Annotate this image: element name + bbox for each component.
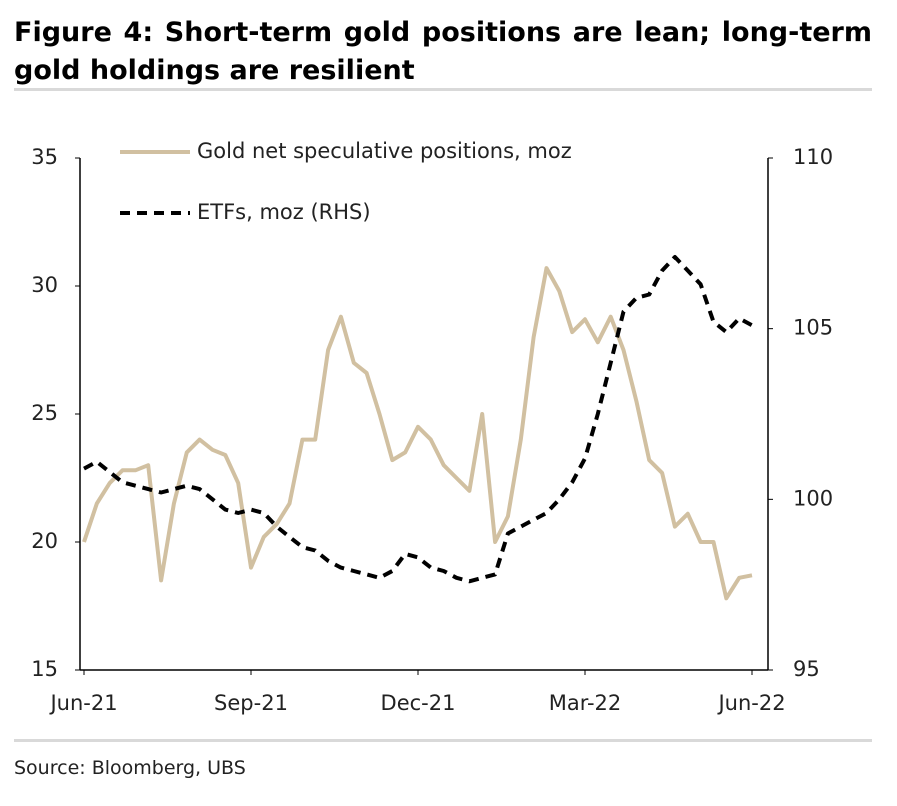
x-tick-label: Sep-21: [214, 691, 288, 715]
y-tick-label: 15: [31, 657, 58, 681]
source-note: Source: Bloomberg, UBS: [14, 757, 246, 779]
x-tick-label: Mar-22: [549, 691, 622, 715]
y-tick-label: 30: [31, 273, 58, 297]
x-tick-label: Jun-22: [716, 691, 785, 715]
y2-tick-label: 100: [793, 486, 833, 510]
legend-label: ETFs, moz (RHS): [197, 200, 371, 224]
x-tick-label: Jun-21: [48, 691, 117, 715]
y-tick-label: 25: [31, 401, 58, 425]
y2-tick-label: 110: [793, 145, 833, 169]
series-line: [82, 266, 753, 601]
y-tick-label: 35: [31, 145, 58, 169]
y2-tick-label: 95: [793, 657, 820, 681]
y-tick-label: 20: [31, 529, 58, 553]
y2-tick-label: 105: [793, 316, 833, 340]
series-line: [83, 255, 753, 584]
x-tick-label: Dec-21: [381, 691, 456, 715]
chart-title: Figure 4: Short-term gold positions are …: [14, 17, 872, 86]
legend-label: Gold net speculative positions, moz: [197, 139, 572, 163]
title-rule: [14, 88, 872, 91]
source-rule: [14, 739, 872, 742]
